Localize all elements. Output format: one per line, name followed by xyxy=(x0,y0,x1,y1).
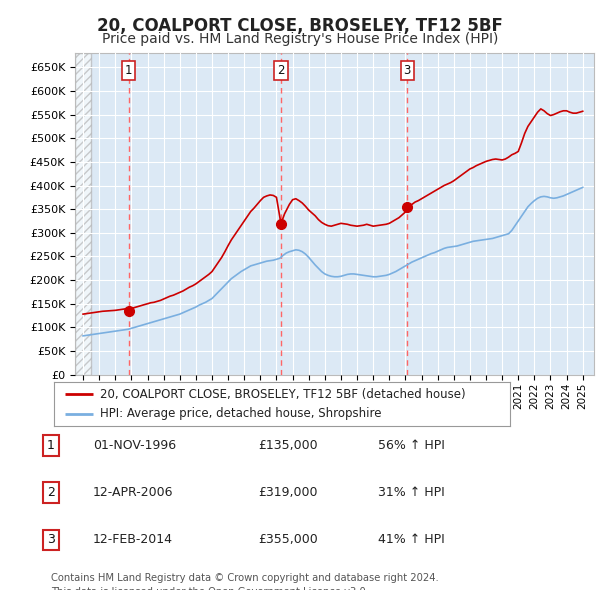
Text: £319,000: £319,000 xyxy=(258,486,317,499)
Text: 2: 2 xyxy=(277,64,285,77)
Text: 3: 3 xyxy=(404,64,411,77)
Text: 1: 1 xyxy=(47,439,55,452)
Text: 01-NOV-1996: 01-NOV-1996 xyxy=(93,439,176,452)
Text: Contains HM Land Registry data © Crown copyright and database right 2024.
This d: Contains HM Land Registry data © Crown c… xyxy=(51,573,439,590)
Text: £355,000: £355,000 xyxy=(258,533,318,546)
Text: £135,000: £135,000 xyxy=(258,439,317,452)
Text: 41% ↑ HPI: 41% ↑ HPI xyxy=(378,533,445,546)
Text: 3: 3 xyxy=(47,533,55,546)
Text: HPI: Average price, detached house, Shropshire: HPI: Average price, detached house, Shro… xyxy=(100,407,381,420)
Text: 12-FEB-2014: 12-FEB-2014 xyxy=(93,533,173,546)
Text: 31% ↑ HPI: 31% ↑ HPI xyxy=(378,486,445,499)
Text: 20, COALPORT CLOSE, BROSELEY, TF12 5BF: 20, COALPORT CLOSE, BROSELEY, TF12 5BF xyxy=(97,17,503,35)
Bar xyxy=(75,53,91,375)
Text: 2: 2 xyxy=(47,486,55,499)
Text: 56% ↑ HPI: 56% ↑ HPI xyxy=(378,439,445,452)
Text: Price paid vs. HM Land Registry's House Price Index (HPI): Price paid vs. HM Land Registry's House … xyxy=(102,32,498,47)
Text: 12-APR-2006: 12-APR-2006 xyxy=(93,486,173,499)
Text: 20, COALPORT CLOSE, BROSELEY, TF12 5BF (detached house): 20, COALPORT CLOSE, BROSELEY, TF12 5BF (… xyxy=(100,388,465,401)
Text: 1: 1 xyxy=(125,64,133,77)
